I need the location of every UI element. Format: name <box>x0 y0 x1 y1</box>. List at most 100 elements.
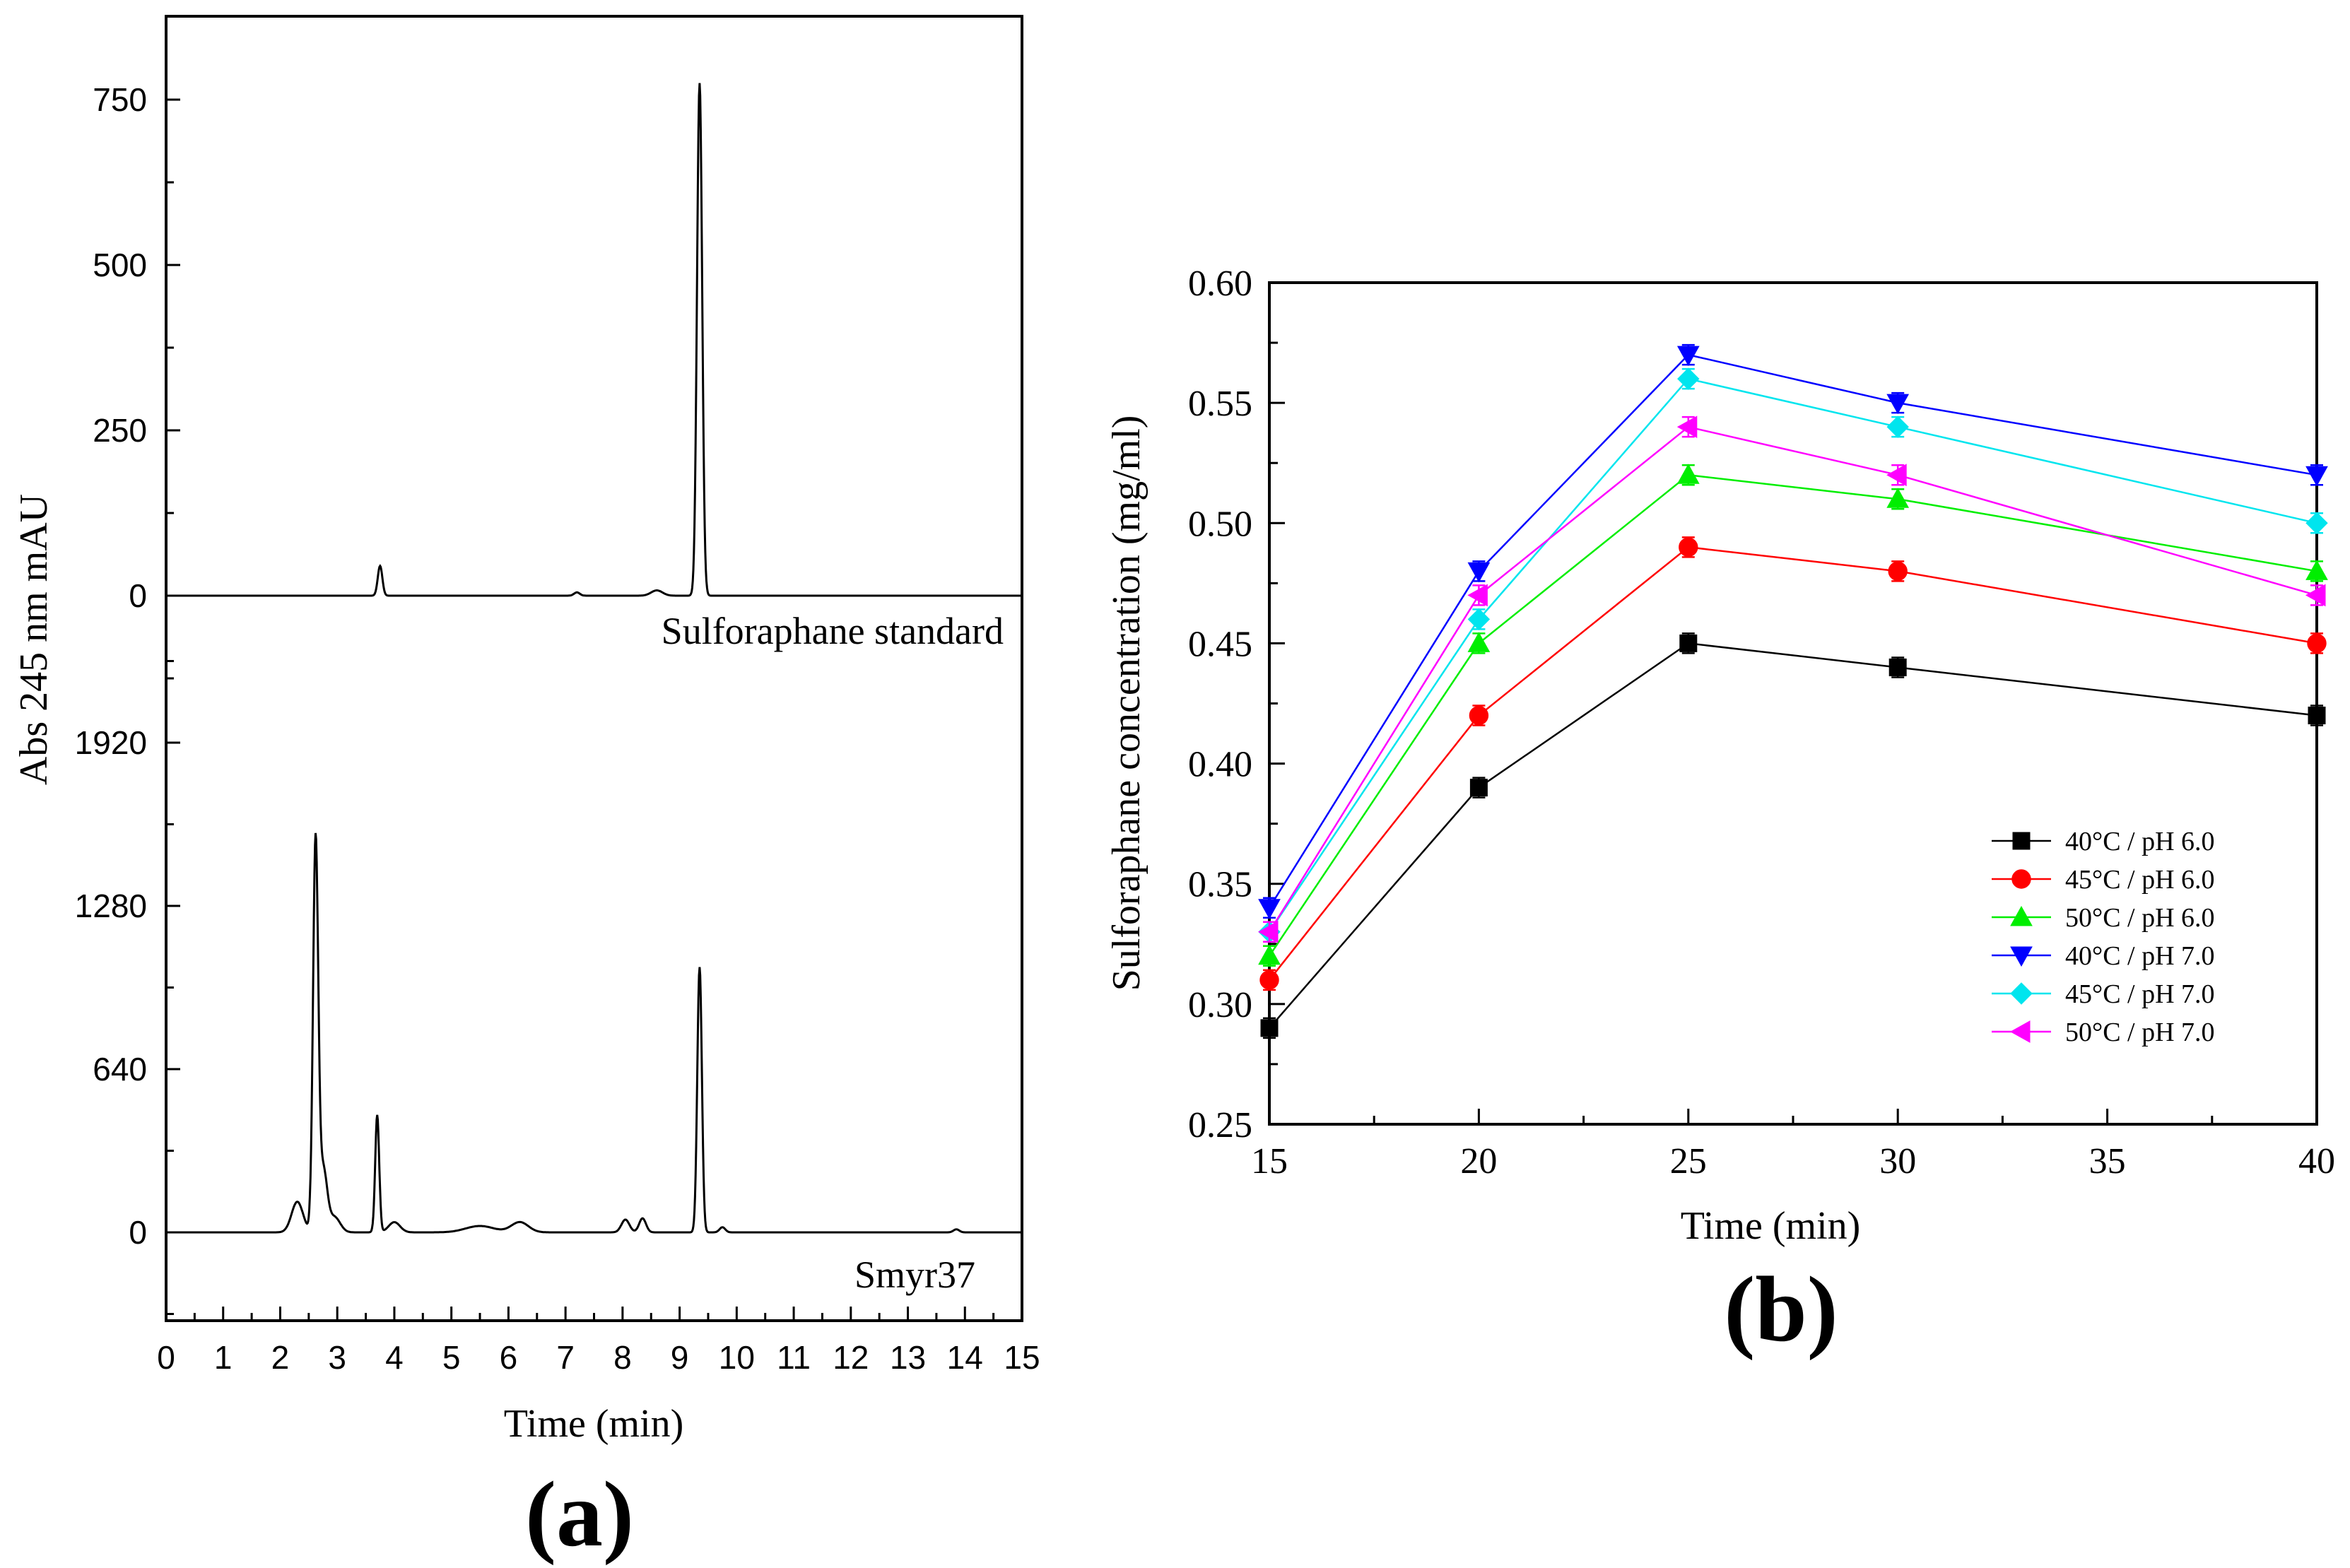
x-tick-label: 20 <box>1460 1141 1497 1181</box>
data-point <box>2305 512 2328 534</box>
series-1 <box>1260 632 2326 1039</box>
data-point <box>1888 658 1907 676</box>
panel-a-traces <box>166 83 1022 1234</box>
panel-a-frame <box>165 15 1023 1322</box>
data-point <box>2305 466 2328 487</box>
y-tick-label: 0.45 <box>1188 624 1252 664</box>
y-tick-label: 250 <box>93 412 147 449</box>
data-point <box>2305 584 2326 607</box>
panel-a-y-axis-label: Abs 245 nm mAU <box>12 494 56 785</box>
x-tick-label: 35 <box>2089 1141 2126 1181</box>
data-point <box>1467 632 1491 652</box>
y-tick-label: 0.30 <box>1188 985 1252 1025</box>
legend-entry: 50°C / pH 6.0 <box>2065 903 2215 933</box>
data-point <box>1676 415 1698 439</box>
legend-marker <box>2012 832 2031 850</box>
series-line <box>1268 353 2317 909</box>
trace-label-smyr37: Smyr37 <box>854 1254 975 1296</box>
x-tick-label: 25 <box>1670 1141 1707 1181</box>
x-tick-label: 11 <box>777 1339 811 1376</box>
data-point <box>1886 415 1909 438</box>
panel-b-ticks <box>1268 281 2318 1126</box>
panel-b-y-axis-label: Sulforaphane concentration (mg/ml) <box>1105 415 1148 991</box>
legend-entry: 50°C / pH 7.0 <box>2065 1018 2215 1047</box>
panel-a-tick-labels: 0 1 2 3 4 5 6 7 8 9 10 11 12 13 14 15025050075006401280… <box>75 81 1040 1376</box>
panel-b-tick-labels: 15 20 25 30 35 40 0.25 0.30 0.35 0.40 0.45 0.50 0.55… <box>1188 264 2335 1181</box>
y-tick-label: 0.25 <box>1188 1105 1252 1145</box>
legend-entry: 45°C / pH 7.0 <box>2065 979 2215 1009</box>
y-tick-label: 1280 <box>75 888 147 924</box>
legend-marker <box>2009 1020 2031 1043</box>
data-point <box>1888 561 1908 582</box>
panel-b-label: (b) <box>1724 1257 1838 1361</box>
x-tick-label: 3 <box>328 1339 346 1376</box>
legend-entry: 40°C / pH 6.0 <box>2065 827 2215 856</box>
y-tick-label: 640 <box>93 1051 147 1087</box>
series-6 <box>1257 415 2326 943</box>
y-tick-label: 0.35 <box>1188 865 1252 905</box>
legend-marker <box>2010 905 2033 926</box>
trace-label-standard: Sulforaphane standard <box>662 610 1004 652</box>
x-tick-label: 2 <box>271 1339 290 1376</box>
data-point <box>1469 705 1489 726</box>
panel-b-x-axis-label: Time (min) <box>1681 1204 1861 1248</box>
data-point <box>1679 634 1698 652</box>
x-tick-label: 4 <box>385 1339 404 1376</box>
data-point <box>2307 633 2327 654</box>
x-tick-label: 10 <box>719 1339 755 1376</box>
data-point <box>1886 464 1907 487</box>
data-point <box>1257 920 1279 943</box>
y-tick-label: 0 <box>129 1214 147 1251</box>
y-tick-label: 500 <box>93 247 147 283</box>
legend-marker <box>2010 946 2033 967</box>
series-4 <box>1258 343 2328 919</box>
panel-b-line-chart: 15 20 25 30 35 40 0.25 0.30 0.35 0.40 0.45 0.50 0.55… <box>1105 264 2335 1361</box>
data-point <box>1259 970 1279 990</box>
x-tick-label: 5 <box>442 1339 461 1376</box>
x-tick-label: 14 <box>947 1339 983 1376</box>
legend: 40°C / pH 6.0 45°C / pH 6.0 50°C / pH 6.0 4… <box>1992 827 2215 1047</box>
data-point <box>1679 537 1698 558</box>
data-point <box>1258 944 1281 965</box>
panel-b-series <box>1257 343 2328 1039</box>
data-point <box>1467 584 1488 607</box>
x-tick-label: 9 <box>671 1339 689 1376</box>
x-tick-label: 15 <box>1251 1141 1288 1181</box>
data-point <box>1469 779 1488 797</box>
data-point <box>2308 707 2326 725</box>
data-point <box>1676 346 1700 367</box>
data-point <box>1258 899 1281 919</box>
x-tick-label: 15 <box>1004 1339 1040 1376</box>
data-point <box>1260 1019 1279 1037</box>
legend-entry: 45°C / pH 6.0 <box>2065 865 2215 895</box>
x-tick-label: 0 <box>157 1339 175 1376</box>
y-tick-label: 0.60 <box>1188 264 1252 304</box>
y-tick-label: 0.55 <box>1188 384 1252 424</box>
y-tick-label: 0.40 <box>1188 745 1252 785</box>
chromatogram-trace-smyr37 <box>166 832 1022 1234</box>
panel-a-x-axis-label: Time (min) <box>504 1402 684 1446</box>
x-tick-label: 7 <box>556 1339 575 1376</box>
x-tick-label: 1 <box>214 1339 233 1376</box>
x-tick-label: 40 <box>2298 1141 2335 1181</box>
data-point <box>1886 394 1910 415</box>
data-point <box>1677 367 1700 390</box>
x-tick-label: 12 <box>833 1339 869 1376</box>
y-tick-label: 0.50 <box>1188 504 1252 544</box>
panel-a-chromatogram: 0 1 2 3 4 5 6 7 8 9 10 11 12 13 14 15025050075006401280… <box>12 15 1040 1566</box>
y-tick-label: 1920 <box>75 724 147 761</box>
legend-marker <box>2010 982 2033 1005</box>
legend-marker <box>2011 869 2031 889</box>
x-tick-label: 6 <box>500 1339 518 1376</box>
panel-a-ticks <box>165 98 1023 1321</box>
series-3 <box>1258 464 2328 967</box>
data-point <box>1676 464 1700 484</box>
legend-entry: 40°C / pH 7.0 <box>2065 941 2215 971</box>
data-point <box>1467 608 1491 631</box>
panel-a-label: (a) <box>525 1462 634 1566</box>
chromatogram-trace-standard <box>166 83 1022 597</box>
data-point <box>2305 560 2328 580</box>
x-tick-label: 8 <box>613 1339 632 1376</box>
x-tick-label: 30 <box>1879 1141 1916 1181</box>
